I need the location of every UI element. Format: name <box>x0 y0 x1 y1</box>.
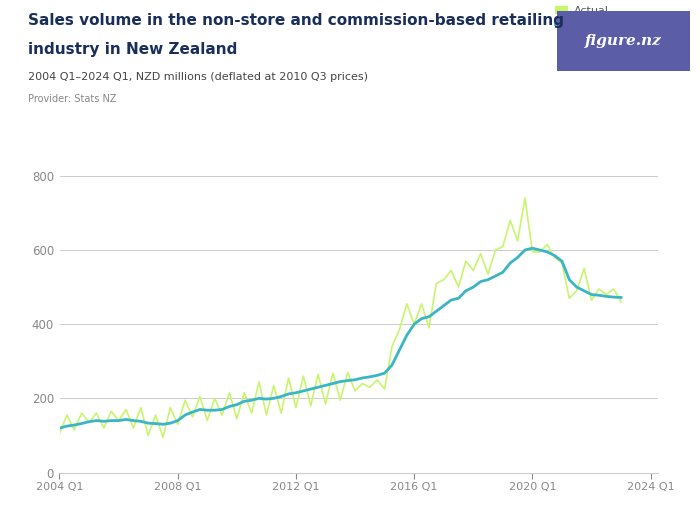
Text: industry in New Zealand: industry in New Zealand <box>28 42 237 57</box>
Text: Sales volume in the non-store and commission-based retailing: Sales volume in the non-store and commis… <box>28 13 564 28</box>
Text: 2004 Q1–2024 Q1, NZD millions (deflated at 2010 Q3 prices): 2004 Q1–2024 Q1, NZD millions (deflated … <box>28 72 368 82</box>
Text: figure.nz: figure.nz <box>584 34 662 48</box>
Legend: Actual, Trend: Actual, Trend <box>555 6 609 30</box>
Text: Provider: Stats NZ: Provider: Stats NZ <box>28 94 116 104</box>
